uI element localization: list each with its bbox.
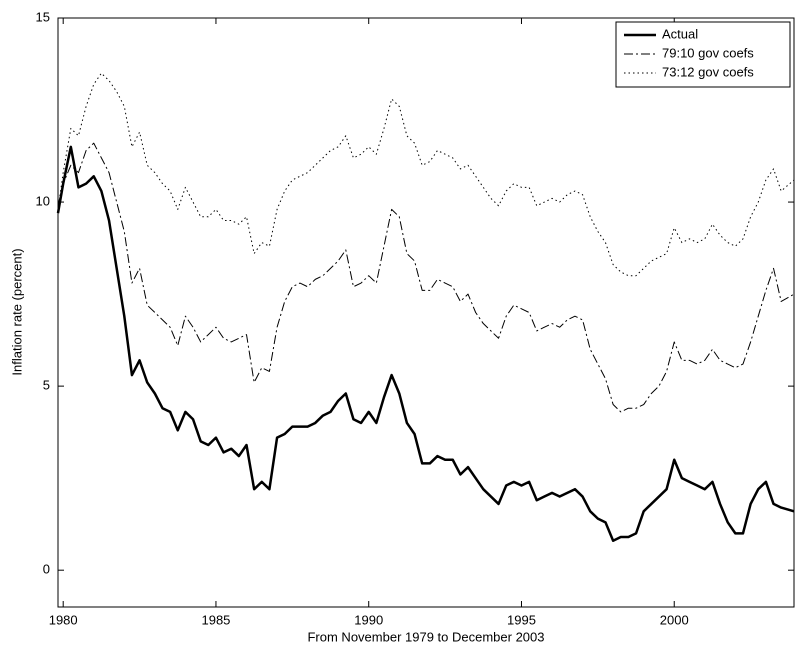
legend-label: 79:10 gov coefs (662, 45, 754, 60)
series-line (56, 145, 795, 542)
series-line (57, 142, 795, 413)
legend-label: 73:12 gov coefs (662, 64, 754, 79)
x-tick-label: 1985 (201, 612, 230, 627)
y-tick-label: 5 (43, 378, 50, 393)
x-tick-label: 1995 (507, 612, 536, 627)
x-tick-label: 1980 (49, 612, 78, 627)
plot-frame (57, 17, 795, 608)
y-tick-label: 0 (43, 562, 50, 577)
series-line (57, 72, 795, 277)
y-axis-label: Inflation rate (percent) (9, 248, 24, 375)
x-axis-label: From November 1979 to December 2003 (307, 629, 544, 644)
x-tick-label: 1990 (354, 612, 383, 627)
y-tick-label: 15 (36, 9, 50, 24)
x-tick-label: 2000 (660, 612, 689, 627)
legend-label: Actual (662, 26, 698, 41)
y-tick-label: 10 (36, 194, 50, 209)
